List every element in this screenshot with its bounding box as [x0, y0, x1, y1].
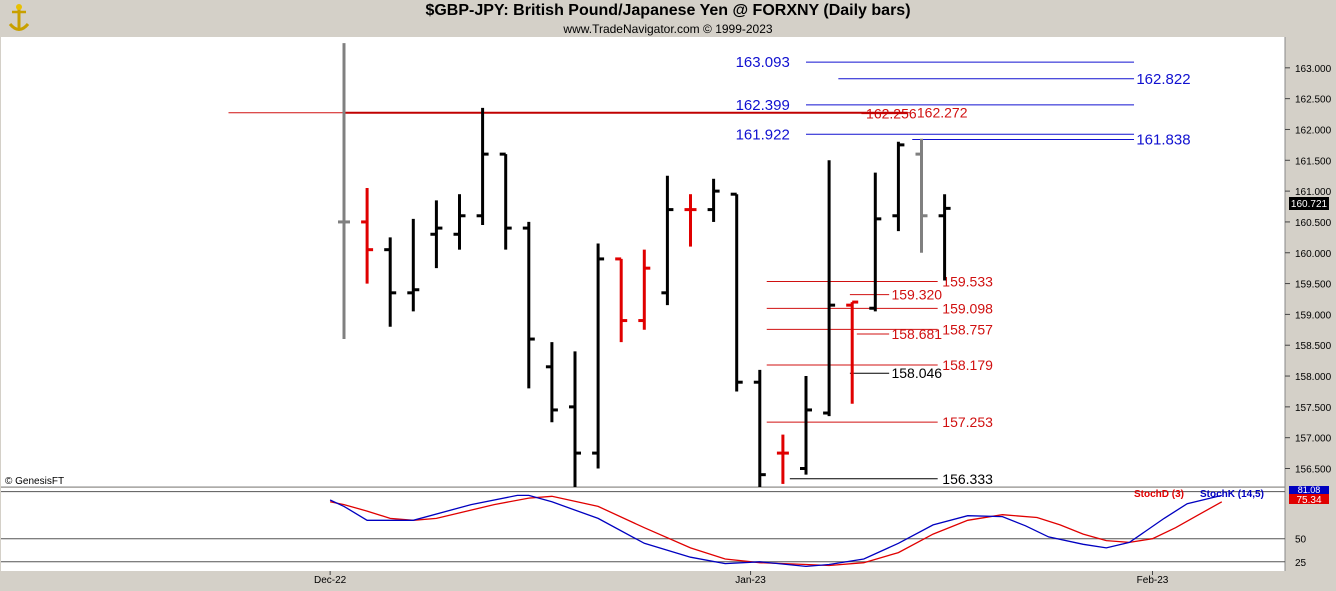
ohlc-bar: [569, 351, 581, 487]
ohlc-bar: [892, 141, 905, 232]
level-label: 158.179: [942, 357, 993, 373]
legend-stoch-k: StochK (14,5): [1200, 489, 1264, 500]
price-tick-label: 160.000: [1295, 249, 1332, 260]
price-tick-label: 158.500: [1295, 341, 1332, 352]
level-label: 156.333: [942, 471, 993, 487]
ohlc-bar: [592, 243, 605, 469]
level-label: 159.098: [942, 300, 993, 316]
ohlc-bar: [707, 178, 720, 222]
ohlc-bar: [338, 43, 350, 340]
date-axis-band: [1, 571, 1285, 591]
price-tick-label: 161.500: [1295, 156, 1332, 167]
last-price-tag: 160.721: [1289, 197, 1329, 210]
price-tick-label: 162.500: [1295, 95, 1332, 106]
level-label: 157.253: [942, 414, 993, 430]
ohlc-bar: [361, 188, 374, 284]
level-label: 161.838: [1136, 131, 1190, 148]
ohlc-bar: [684, 194, 697, 247]
indicator-plot-area: [1, 488, 1285, 571]
price-tick-label: 157.000: [1295, 434, 1332, 445]
trade-navigator-logo-icon: [2, 2, 36, 36]
last-price-label: 160.721: [1291, 199, 1328, 210]
stoch-d-line: [329, 495, 1223, 567]
copyright-label: © GenesisFT: [5, 476, 64, 487]
price-tick-label: 159.500: [1295, 280, 1332, 291]
date-axis: Dec-22 Jan-23 Feb-23: [1, 571, 1285, 591]
indicator-tick-label: 25: [1295, 558, 1307, 569]
ohlc-bar: [661, 175, 674, 306]
price-tick-label: 160.500: [1295, 218, 1332, 229]
ohlc-bar: [869, 172, 882, 312]
price-tick-label: 163.000: [1295, 64, 1332, 75]
ohlc-bars: [338, 43, 951, 487]
chart-subtitle: www.TradeNavigator.com © 1999-2023: [563, 22, 773, 36]
ohlc-bar: [638, 249, 651, 330]
ohlc-bar: [545, 342, 558, 423]
level-label: 158.757: [942, 321, 993, 337]
ohlc-bar: [384, 237, 397, 327]
ohlc-bar: [499, 152, 512, 250]
ohlc-bar: [823, 160, 836, 417]
indicator-legend: StochD (3) StochK (14,5) 81.08 75.34: [1134, 485, 1329, 506]
chart-title: $GBP-JPY: British Pound/Japanese Yen @ F…: [425, 2, 911, 19]
ohlc-bar: [753, 369, 766, 487]
indicator-tick-label: 50: [1295, 535, 1307, 546]
price-tick-label: 156.500: [1295, 465, 1332, 476]
ohlc-bar: [522, 221, 535, 389]
ohlc-bar: [730, 192, 743, 392]
level-label: 158.681: [891, 326, 942, 342]
level-label: 159.320: [891, 287, 942, 303]
indicator-axis: 25 50: [1, 491, 1307, 569]
ohlc-bar: [430, 200, 443, 269]
stoch-k-line: [329, 494, 1222, 568]
ohlc-bar: [800, 376, 812, 475]
stoch-d-last-value: 75.34: [1296, 495, 1321, 506]
level-label: 158.046: [891, 365, 942, 381]
level-label: 162.399: [736, 97, 790, 114]
ohlc-bar: [476, 107, 489, 226]
price-tick-label: 157.500: [1295, 403, 1332, 414]
price-tick-label: 159.000: [1295, 310, 1332, 321]
ohlc-bar: [615, 257, 628, 343]
price-axis: 156.500 157.000 157.500 158.000 158.500 159.0…: [1285, 64, 1332, 476]
ohlc-bar: [846, 300, 859, 404]
price-tick-label: 158.000: [1295, 372, 1332, 383]
date-tick-label: Feb-23: [1137, 575, 1169, 586]
stochastic-lines: [329, 494, 1223, 568]
ohlc-bar: [915, 138, 928, 253]
stoch-k-last-value: 81.08: [1298, 485, 1321, 495]
ohlc-bar: [453, 194, 466, 250]
date-tick-label: Jan-23: [735, 575, 766, 586]
legend-stoch-d: StochD (3): [1134, 489, 1184, 500]
price-tick-label: 161.000: [1295, 187, 1332, 198]
date-tick-label: Dec-22: [314, 575, 347, 586]
level-label: 161.922: [736, 126, 790, 143]
level-label: 159.533: [942, 274, 993, 290]
level-label: 163.093: [736, 54, 790, 71]
ohlc-bar: [776, 434, 789, 484]
price-tick-label: 162.000: [1295, 125, 1332, 136]
level-label: 162.822: [1136, 71, 1190, 88]
level-label: 162.272: [917, 105, 968, 121]
ohlc-bar: [938, 194, 951, 281]
ohlc-bar: [407, 218, 420, 312]
